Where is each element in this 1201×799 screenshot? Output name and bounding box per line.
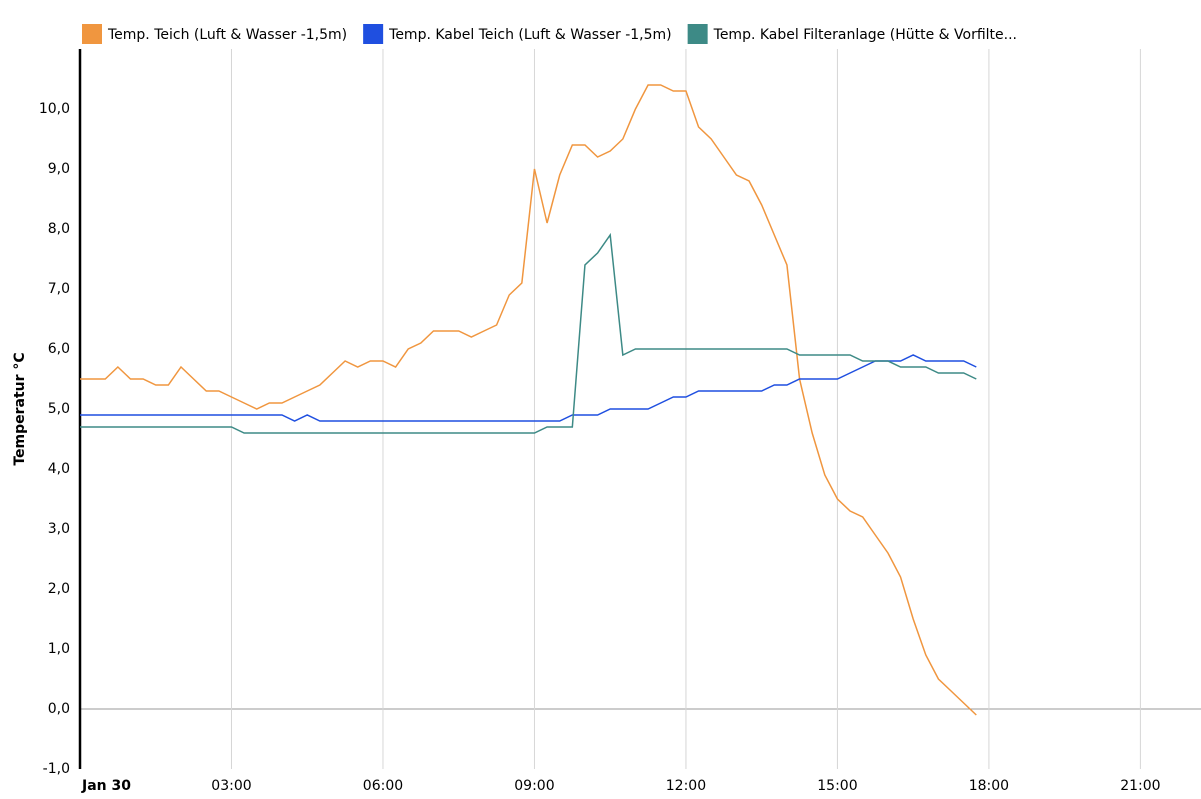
y-axis-label: Temperatur °C [12,352,28,465]
y-tick-label: 8,0 [48,221,70,237]
x-tick-label: 03:00 [211,778,251,794]
series-line [80,354,977,422]
y-tick-label: 10,0 [39,101,70,117]
x-tick-label: Jan 30 [81,778,131,794]
series-line [80,84,977,716]
legend-label: Temp. Kabel Teich (Luft & Wasser -1,5m) [388,27,672,43]
x-tick-label: 12:00 [666,778,706,794]
y-tick-label: 9,0 [48,161,70,177]
x-tick-label: 15:00 [817,778,857,794]
y-tick-label: 3,0 [48,521,70,537]
legend-label: Temp. Teich (Luft & Wasser -1,5m) [107,27,347,43]
y-tick-label: 0,0 [48,701,70,717]
x-tick-label: 09:00 [514,778,554,794]
x-tick-label: 06:00 [363,778,403,794]
legend-swatch [82,24,102,44]
y-tick-label: 7,0 [48,281,70,297]
y-tick-label: 2,0 [48,581,70,597]
y-tick-label: -1,0 [43,761,70,777]
legend-label: Temp. Kabel Filteranlage (Hütte & Vorfil… [713,27,1017,43]
y-tick-label: 6,0 [48,341,70,357]
legend-swatch [363,24,384,44]
x-tick-label: 21:00 [1120,778,1160,794]
y-tick-label: 5,0 [48,401,70,417]
x-tick-label: 18:00 [969,778,1009,794]
y-tick-label: 4,0 [48,461,70,477]
legend-swatch [687,24,708,44]
y-tick-label: 1,0 [48,641,70,657]
series-line [80,232,977,434]
